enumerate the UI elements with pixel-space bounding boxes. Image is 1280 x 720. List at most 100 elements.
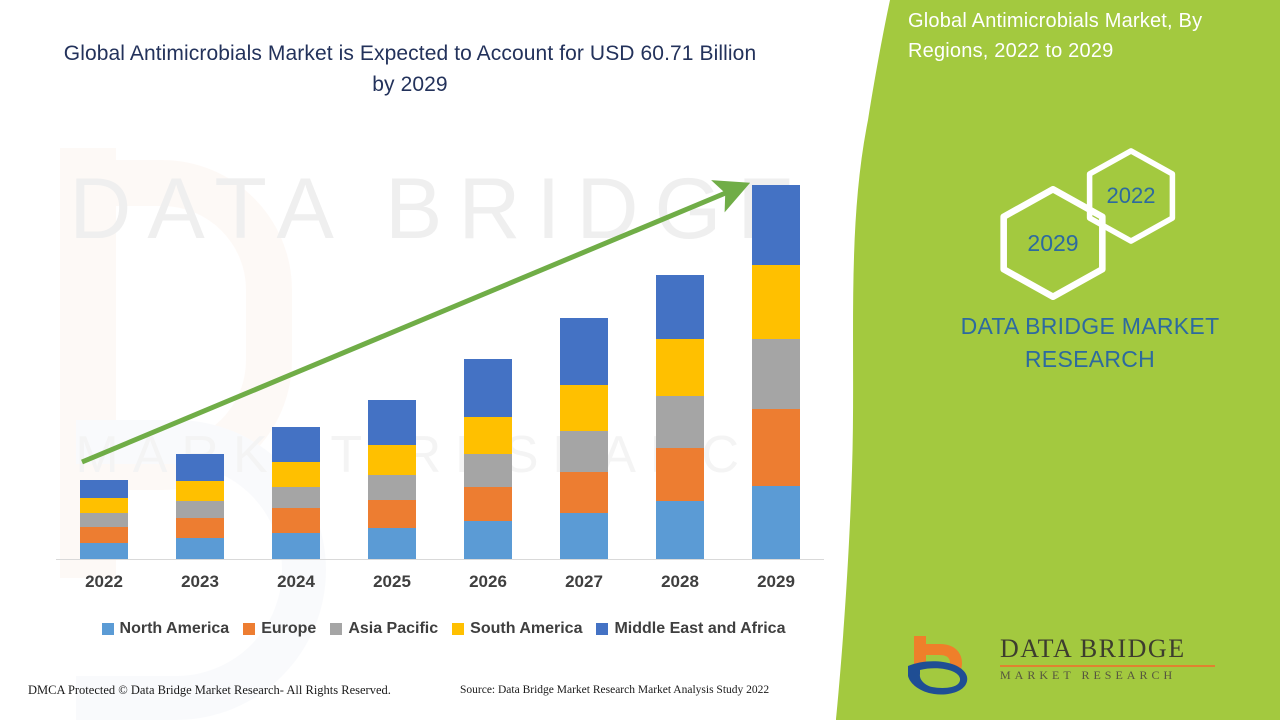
bar-segment xyxy=(752,409,800,486)
legend-swatch-icon xyxy=(243,623,256,635)
bar-column-2025 xyxy=(344,140,440,559)
hexagon-badge-2029-label: 2029 xyxy=(1027,229,1079,256)
legend-label: North America xyxy=(119,620,230,637)
legend-swatch-icon xyxy=(452,623,465,635)
x-axis-label-2028: 2028 xyxy=(661,572,699,591)
legend-label: Asia Pacific xyxy=(348,620,439,637)
legend-item[interactable]: Asia Pacific xyxy=(330,620,438,638)
bar-segment xyxy=(464,359,512,417)
bar-column-2028 xyxy=(632,140,728,559)
bar-segment xyxy=(368,528,416,559)
plot-area xyxy=(56,140,824,560)
x-axis-label-2023: 2023 xyxy=(181,572,219,591)
bar-segment xyxy=(560,318,608,385)
company-logo-main-text: DATA BRIDGE xyxy=(1000,634,1186,663)
bar-segment xyxy=(176,538,224,559)
bar-segment xyxy=(560,472,608,513)
bar-segment xyxy=(464,454,512,487)
chart-panel: DATA BRIDGE MARKET RESEARCH Global Antim… xyxy=(28,42,824,720)
bar-segment xyxy=(80,527,128,543)
bar-segment xyxy=(80,480,128,498)
x-axis-labels: 2022 2023 2024 2025 2026 2027 2028 2029 xyxy=(56,572,824,598)
stacked-bar[interactable] xyxy=(176,454,224,559)
x-axis-label-2022: 2022 xyxy=(85,572,123,591)
company-logo-text: DATA BRIDGE MARKET RESEARCH xyxy=(1000,634,1250,683)
company-logo-sub-text: MARKET RESEARCH xyxy=(1000,668,1177,682)
chart-title: Global Antimicrobials Market is Expected… xyxy=(63,42,757,96)
bar-column-2029 xyxy=(728,140,824,559)
bar-column-2022 xyxy=(56,140,152,559)
company-logo-mark xyxy=(908,636,968,695)
bar-segment xyxy=(464,521,512,559)
bar-column-2026 xyxy=(440,140,536,559)
x-axis-label-2029: 2029 xyxy=(757,572,795,591)
legend-item[interactable]: North America xyxy=(101,620,230,638)
legend-label: South America xyxy=(470,620,583,637)
bar-segment xyxy=(560,513,608,559)
stacked-bar[interactable] xyxy=(272,427,320,559)
right-panel-title: Global Antimicrobials Market, By Regions… xyxy=(908,10,1203,62)
stacked-bar[interactable] xyxy=(656,275,704,559)
hexagon-badge-2022: 2022 xyxy=(1085,148,1177,244)
bar-segment xyxy=(368,500,416,528)
bar-segment xyxy=(752,486,800,559)
bar-segment xyxy=(464,417,512,454)
bar-segment xyxy=(272,533,320,559)
legend-swatch-icon xyxy=(596,623,609,635)
bar-column-2027 xyxy=(536,140,632,559)
x-axis-label-2025: 2025 xyxy=(373,572,411,591)
source-text: Source: Data Bridge Market Research Mark… xyxy=(460,684,770,696)
bar-segment xyxy=(656,501,704,559)
bar-segment xyxy=(368,400,416,445)
bar-segment xyxy=(80,513,128,527)
bar-segment xyxy=(272,427,320,462)
brand-name-text: DATA BRIDGE MARKET RESEARCH xyxy=(960,313,1220,372)
bar-segment xyxy=(656,275,704,339)
bar-segment xyxy=(176,454,224,481)
bar-segment xyxy=(80,498,128,513)
company-logo-divider xyxy=(1000,665,1215,667)
x-axis-label-2027: 2027 xyxy=(565,572,603,591)
bar-group xyxy=(56,140,824,559)
legend-label: Europe xyxy=(261,620,317,637)
bar-segment xyxy=(272,508,320,533)
hexagon-badge-2022-label: 2022 xyxy=(1106,183,1156,208)
bar-segment xyxy=(176,501,224,518)
bar-segment xyxy=(176,518,224,538)
stacked-bar[interactable] xyxy=(464,359,512,559)
stacked-bar[interactable] xyxy=(560,318,608,559)
bar-segment xyxy=(464,487,512,521)
bar-segment xyxy=(656,396,704,448)
stacked-bar[interactable] xyxy=(80,480,128,559)
bar-segment xyxy=(752,265,800,339)
bar-segment xyxy=(272,462,320,487)
stacked-bar[interactable] xyxy=(368,400,416,559)
legend-swatch-icon xyxy=(101,623,114,635)
legend-label: Middle East and Africa xyxy=(614,620,786,637)
hexagon-badge-2029: 2029 xyxy=(998,186,1108,300)
x-axis-label-2024: 2024 xyxy=(277,572,315,591)
stacked-bar[interactable] xyxy=(752,185,800,559)
bar-segment xyxy=(656,448,704,501)
legend-item[interactable]: Middle East and Africa xyxy=(596,620,785,638)
bar-segment xyxy=(560,385,608,431)
x-axis-label-2026: 2026 xyxy=(469,572,507,591)
bar-segment xyxy=(368,475,416,500)
bar-segment xyxy=(368,445,416,475)
bar-segment xyxy=(656,339,704,396)
x-axis-line xyxy=(56,559,824,560)
copyright-text: DMCA Protected © Data Bridge Market Rese… xyxy=(28,683,391,697)
legend-item[interactable]: Europe xyxy=(243,620,316,638)
legend-swatch-icon xyxy=(330,623,343,635)
bar-column-2023 xyxy=(152,140,248,559)
company-logo: DATA BRIDGE MARKET RESEARCH xyxy=(900,630,1280,700)
bar-segment xyxy=(560,431,608,472)
bar-segment xyxy=(80,543,128,559)
right-panel-content: Global Antimicrobials Market, By Regions… xyxy=(900,0,1280,720)
bar-column-2024 xyxy=(248,140,344,559)
bar-segment xyxy=(272,487,320,508)
bar-segment xyxy=(752,185,800,265)
bar-segment xyxy=(752,339,800,409)
legend-item[interactable]: South America xyxy=(452,620,582,638)
bar-segment xyxy=(176,481,224,501)
